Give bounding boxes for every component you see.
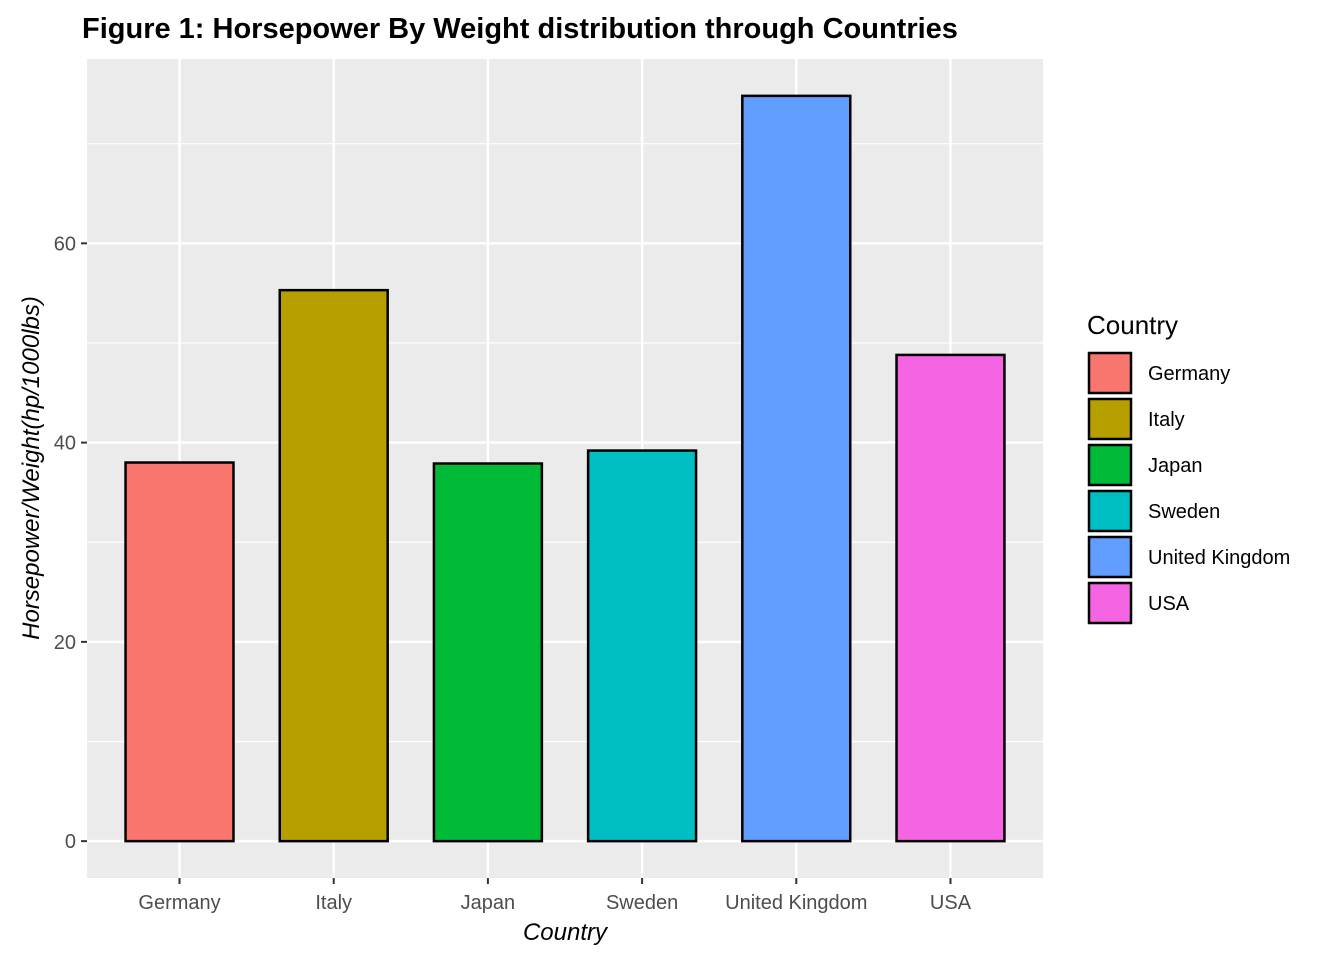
legend-label: Japan: [1148, 455, 1203, 477]
legend-label: USA: [1148, 593, 1190, 615]
legend-key: [1087, 489, 1133, 533]
legend-label: United Kingdom: [1148, 547, 1290, 569]
x-tick-label: Sweden: [606, 892, 678, 914]
x-axis: Germany Italy Japan Sweden United Kingdom USA: [138, 878, 972, 914]
legend-key: [1087, 397, 1133, 441]
legend-label: Germany: [1148, 363, 1230, 385]
bar-sweden: [586, 449, 698, 843]
y-axis-title: Horsepower/Weight(hp/1000lbs): [18, 296, 45, 640]
y-tick-label: 40: [54, 433, 76, 455]
bars: [124, 94, 1006, 843]
legend-key: [1087, 443, 1133, 487]
legend: Country Germany Italy Japan Sweden United Ki…: [1087, 310, 1290, 625]
y-tick-label: 0: [65, 831, 76, 853]
legend-title: Country: [1087, 310, 1178, 340]
y-tick-label: 60: [54, 233, 76, 255]
bar-japan: [432, 462, 544, 843]
x-axis-title: Country: [523, 919, 609, 946]
x-tick-label: United Kingdom: [725, 892, 867, 914]
y-axis: 0 20 40 60: [54, 233, 87, 853]
bar-italy: [278, 288, 389, 843]
bar-usa: [895, 353, 1006, 843]
x-tick-label: Germany: [138, 892, 220, 914]
y-tick-label: 20: [54, 632, 76, 654]
x-tick-label: Japan: [461, 892, 516, 914]
bar-united-kingdom: [741, 94, 852, 843]
x-tick-label: USA: [930, 892, 972, 914]
legend-key: [1087, 535, 1133, 579]
chart-title: Figure 1: Horsepower By Weight distribut…: [82, 13, 958, 45]
bar-germany: [124, 461, 235, 843]
legend-label: Sweden: [1148, 501, 1220, 523]
minor-gridlines: [87, 143, 1043, 743]
x-tick-label: Italy: [315, 892, 352, 914]
legend-key: [1087, 351, 1133, 395]
legend-key: [1087, 581, 1133, 625]
legend-label: Italy: [1148, 409, 1185, 431]
